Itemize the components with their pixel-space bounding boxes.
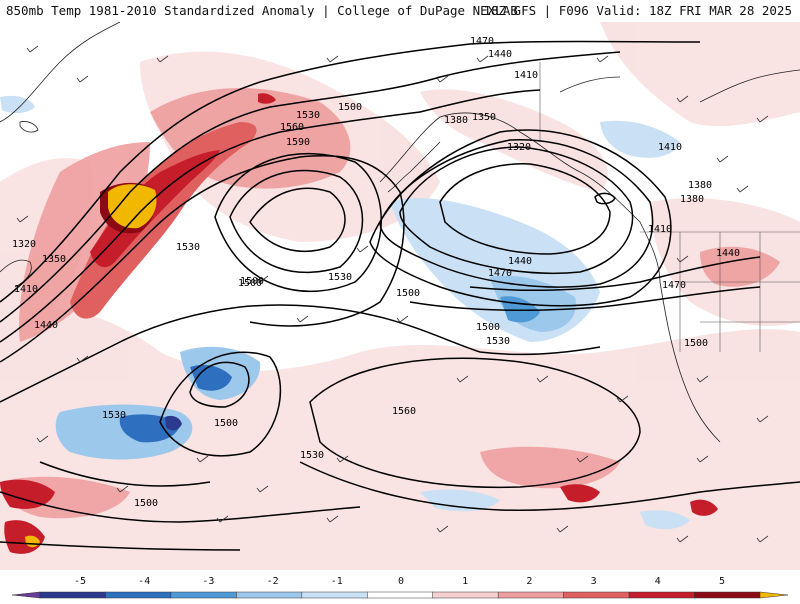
contour-label: 1410 (14, 284, 38, 295)
header-bar: 850mb Temp 1981-2010 Standardized Anomal… (0, 0, 800, 22)
contour-label: 1470 (662, 280, 686, 291)
contour-label: 1530 (102, 410, 126, 421)
contour-label: 1350 (42, 254, 66, 265)
contour-label: 1410 (648, 224, 672, 235)
colorbar-tick-label: 5 (719, 576, 725, 587)
colorbar-swatch (170, 591, 237, 599)
contour-label: 1470 (470, 36, 494, 47)
contour-label: 1380 (444, 115, 468, 126)
colorbar-swatch (432, 591, 499, 599)
contour-label: 1440 (34, 320, 58, 331)
contour-label: 1530 (176, 242, 200, 253)
contour-label: 1320 (507, 142, 531, 153)
contour-label: 1380 (680, 194, 704, 205)
colorbar-tick-label: 3 (591, 576, 597, 587)
colorbar-svg: -5 -4 -3 -2 -1 0 1 2 3 4 5 (11, 576, 789, 599)
colorbar-tick-label: 0 (398, 576, 404, 587)
contour-label: 1560 (392, 406, 416, 417)
contour-label: 1440 (488, 49, 512, 60)
colorbar-tick-label: -3 (202, 576, 214, 587)
contour-label: 1590 (286, 137, 310, 148)
contour-label: 1530 (328, 272, 352, 283)
contour-label: 1500 (684, 338, 708, 349)
model-run-info: 18Z GFS | F096 Valid: 18Z FRI MAR 28 202… (483, 3, 792, 18)
contour-label: 1350 (472, 112, 496, 123)
contour-label: 1530 (300, 450, 324, 461)
colorbar-swatch (236, 591, 303, 599)
contour-label: 1410 (514, 70, 538, 81)
anomaly-map: 1470 1440 1410 1500 1530 1560 1590 1380 … (0, 22, 800, 570)
colorbar-tick-label: 4 (655, 576, 661, 587)
contour-label: 1500 (240, 276, 264, 287)
colorbar-swatches (11, 591, 789, 599)
colorbar-swatch (759, 591, 789, 599)
contour-label: 1470 (488, 268, 512, 279)
contour-label: 1500 (238, 278, 262, 289)
contour-labels: 1470 1440 1410 1500 1530 1560 1590 1380 … (12, 36, 740, 509)
colorbar-tick-label: -4 (138, 576, 150, 587)
contour-label: 1560 (280, 122, 304, 133)
colorbar-tick-label: -5 (74, 576, 86, 587)
colorbar-tick-label: -2 (267, 576, 279, 587)
contour-label: 1440 (716, 248, 740, 259)
colorbar-swatch (628, 591, 695, 599)
colorbar-swatch (497, 591, 564, 599)
contour-label: 1500 (476, 322, 500, 333)
contour-label: 1440 (508, 256, 532, 267)
coastlines (0, 22, 800, 443)
contour-label: 1500 (134, 498, 158, 509)
contour-label: 1380 (688, 180, 712, 191)
political-borders (539, 62, 800, 352)
contour-label: 1320 (12, 239, 36, 250)
colorbar-swatch (11, 591, 41, 599)
contour-label: 1530 (296, 110, 320, 121)
colorbar-swatch (367, 591, 433, 599)
colorbar-tick-label: 1 (462, 576, 468, 587)
colorbar-swatch (563, 591, 630, 599)
colorbar-swatch (39, 591, 106, 599)
colorbar: -5 -4 -3 -2 -1 0 1 2 3 4 5 (0, 570, 800, 600)
height-contours (0, 40, 800, 551)
wind-barbs (16, 45, 769, 543)
colorbar-tick-labels: -5 -4 -3 -2 -1 0 1 2 3 4 5 (74, 576, 725, 587)
contour-label: 1500 (396, 288, 420, 299)
contour-label: 1500 (338, 102, 362, 113)
contour-label: 1500 (214, 418, 238, 429)
colorbar-tick-label: 2 (526, 576, 532, 587)
colorbar-swatch (301, 591, 368, 599)
contour-label: 1530 (486, 336, 510, 347)
map-title: 850mb Temp 1981-2010 Standardized Anomal… (6, 3, 518, 18)
colorbar-tick-label: -1 (331, 576, 343, 587)
colorbar-swatch (105, 591, 172, 599)
contour-label: 1410 (658, 142, 682, 153)
colorbar-swatch (694, 591, 761, 599)
